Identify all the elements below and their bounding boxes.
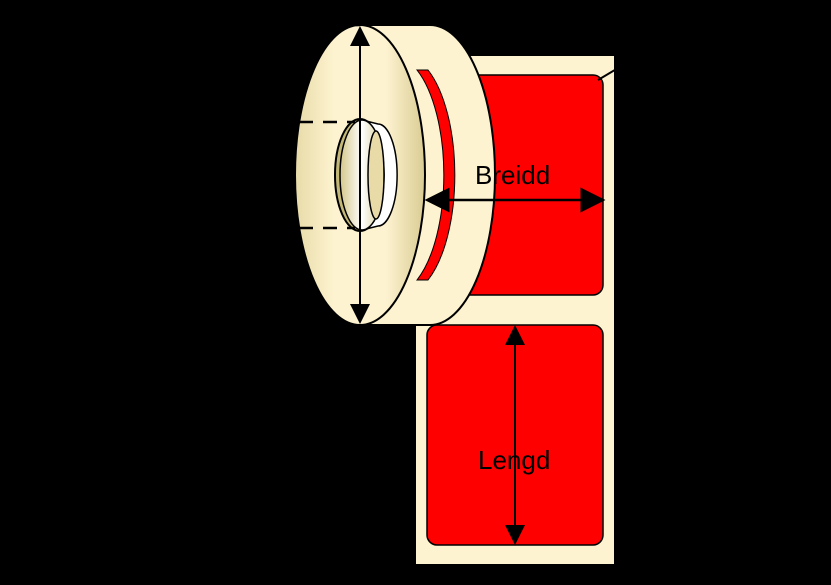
length-label: Lengd xyxy=(478,445,550,476)
core-label: Hólkur xyxy=(163,160,238,191)
corner-label-1: Rúningur xyxy=(643,38,740,66)
corner-label-2: horns xyxy=(643,68,703,96)
width-label: Breidd xyxy=(475,160,550,191)
gap-label: Millibi xyxy=(688,294,748,322)
core-hole xyxy=(368,131,384,219)
corner-label-3: (2mm) xyxy=(643,98,712,126)
diameter-label: Þvermál xyxy=(28,160,123,191)
